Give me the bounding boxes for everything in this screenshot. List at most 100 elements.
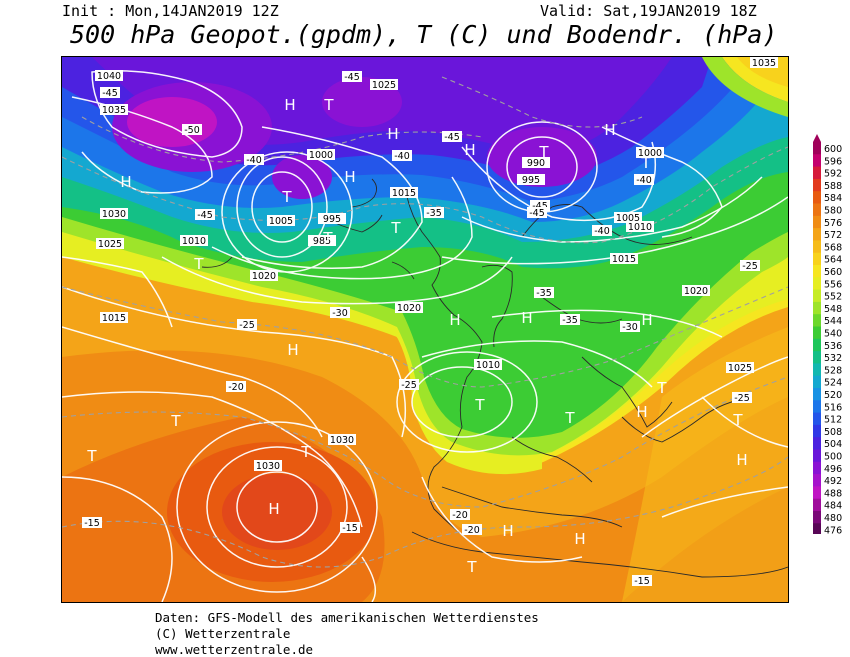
pressure-label: 1025 [96, 238, 124, 250]
pressure-center-marker: H [464, 141, 475, 159]
pressure-label-text: 1025 [372, 80, 396, 91]
temperature-label-text: -50 [184, 125, 200, 136]
scale-swatch [813, 265, 821, 278]
temperature-label: -25 [740, 260, 760, 272]
pressure-label-text: 1040 [97, 71, 121, 82]
pressure-label-text: 1020 [684, 286, 708, 297]
color-scale-canvas: 6005965925885845805765725685645605565525… [813, 134, 842, 544]
pressure-center-marker: H [604, 121, 615, 139]
scale-swatch [813, 215, 821, 229]
scale-swatch [813, 351, 821, 364]
valid-time-label: Valid: Sat,19JAN2019 18Z [540, 2, 757, 20]
scale-swatch [813, 191, 821, 204]
footer-data-source: Daten: GFS-Modell des amerikanischen Wet… [155, 610, 539, 625]
scale-label: 560 [824, 267, 842, 278]
pressure-label: 1025 [370, 79, 398, 91]
scale-swatch [813, 154, 821, 168]
pressure-label-text: 990 [527, 158, 545, 169]
scale-swatch [813, 203, 821, 217]
scale-swatch [813, 498, 821, 512]
scale-label: 496 [824, 464, 842, 475]
temperature-label-text: -45 [344, 72, 360, 83]
pressure-label: 1020 [250, 270, 278, 282]
temperature-label: -15 [340, 522, 360, 534]
temperature-label: -30 [330, 307, 350, 319]
pressure-label: 1005 [614, 212, 642, 224]
pressure-label: 995 [517, 174, 545, 186]
scale-label: 520 [824, 390, 842, 401]
pressure-label-text: 1015 [392, 188, 416, 199]
temperature-label: -40 [592, 225, 612, 237]
pressure-label-text: 1020 [397, 303, 421, 314]
pressure-center-marker: T [86, 447, 97, 465]
pressure-label: 1000 [636, 147, 664, 159]
scale-swatch [813, 301, 821, 315]
temperature-label-text: -45 [529, 208, 545, 219]
scale-label: 504 [824, 439, 842, 450]
pressure-label: 1015 [100, 312, 128, 324]
scale-swatch [813, 363, 821, 377]
pressure-center-marker: T [640, 154, 651, 172]
scale-label: 492 [824, 476, 842, 487]
pressure-label: 1035 [100, 104, 128, 116]
pressure-center-marker: T [193, 255, 204, 273]
scale-swatch [813, 449, 821, 463]
scale-swatch [813, 424, 821, 438]
temperature-label-text: -20 [228, 382, 244, 393]
scale-label: 532 [824, 353, 842, 364]
scale-swatch [813, 400, 821, 414]
pressure-label: 1015 [390, 187, 418, 199]
pressure-center-marker: H [120, 173, 131, 191]
scale-label: 588 [824, 181, 842, 192]
temperature-label: -25 [399, 379, 419, 391]
temperature-label-text: -35 [426, 208, 442, 219]
pressure-label-text: 1030 [330, 435, 354, 446]
pressure-label-text: 1015 [612, 254, 636, 265]
scale-label: 548 [824, 304, 842, 315]
pressure-label-text: 1030 [102, 209, 126, 220]
temperature-label-text: -35 [562, 315, 578, 326]
scale-swatch [813, 314, 821, 327]
temperature-label-text: -15 [342, 523, 358, 534]
temperature-label-text: -20 [464, 525, 480, 536]
pressure-center-marker: T [656, 379, 667, 397]
pressure-label: 995 [318, 213, 346, 225]
pressure-center-marker: T [300, 443, 311, 461]
scale-swatch [813, 338, 821, 352]
temperature-label: -25 [732, 392, 752, 404]
temperature-label-text: -30 [622, 322, 638, 333]
temperature-label-text: -45 [444, 132, 460, 143]
pressure-label-text: 1015 [102, 313, 126, 324]
pressure-center-marker: H [268, 500, 279, 518]
scale-swatch [813, 474, 821, 487]
weather-map[interactable]: 1040 1035 1030 1025 1020 1015 1010 1005 … [61, 56, 789, 603]
scale-swatch [813, 511, 821, 524]
temperature-label-text: -45 [102, 88, 118, 99]
pressure-label-text: 1035 [752, 58, 776, 69]
scale-label: 480 [824, 513, 842, 524]
temperature-label-text: -30 [332, 308, 348, 319]
scale-swatch [813, 289, 821, 303]
scale-label: 476 [824, 525, 842, 534]
scale-label: 576 [824, 218, 842, 229]
pressure-center-marker: T [281, 188, 292, 206]
pressure-center-marker: H [284, 96, 295, 114]
pressure-label-text: 1025 [728, 363, 752, 374]
pressure-label: 1030 [328, 434, 356, 446]
temperature-label-text: -40 [636, 175, 652, 186]
temperature-label-text: -20 [452, 510, 468, 521]
temperature-label: -35 [424, 207, 444, 219]
scale-swatch [813, 388, 821, 401]
scale-swatch [813, 412, 821, 426]
scale-swatch [813, 326, 821, 340]
temperature-label-text: -15 [84, 518, 100, 529]
pressure-center-marker: H [387, 125, 398, 143]
temperature-label-text: -40 [594, 226, 610, 237]
pressure-label: 1030 [254, 460, 282, 472]
pressure-label: 1020 [395, 302, 423, 314]
scale-label: 572 [824, 230, 842, 241]
pressure-center-marker: H [449, 311, 460, 329]
pressure-label: 1015 [610, 253, 638, 265]
map-title: 500 hPa Geopot.(gpdm), T (C) und Bodendr… [70, 20, 778, 49]
pressure-label: 985 [308, 235, 336, 247]
